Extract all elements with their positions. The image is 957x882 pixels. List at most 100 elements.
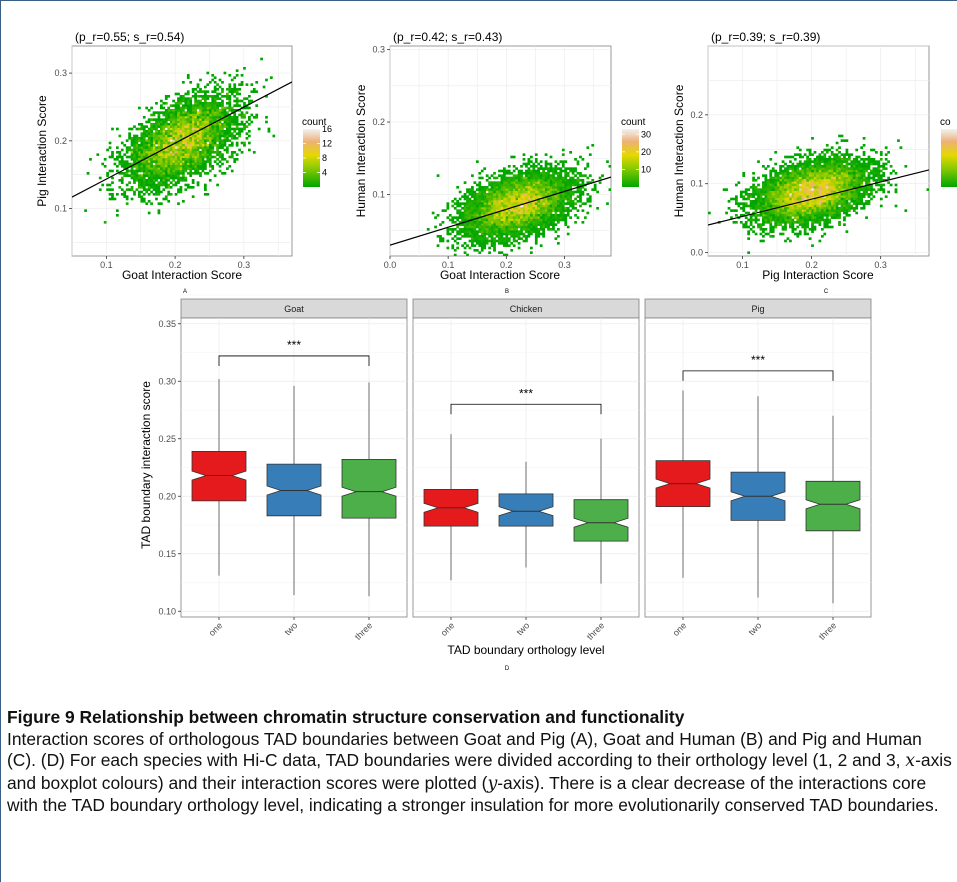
hex-bin [808, 181, 812, 184]
hex-bin [512, 207, 516, 210]
hex-bin [142, 153, 146, 156]
hex-bin [191, 146, 195, 149]
hex-bin [759, 200, 763, 203]
hex-bin [147, 211, 151, 215]
hex-bin [500, 179, 504, 182]
hex-bin [566, 209, 570, 212]
hex-bin [211, 95, 215, 98]
hex-bin [196, 95, 200, 98]
hex-bin [184, 179, 188, 182]
hex-bin [786, 179, 790, 182]
hex-bin [235, 92, 239, 96]
hex-bin [191, 90, 195, 93]
hex-bin [857, 176, 861, 180]
hex-bin [522, 179, 526, 182]
hex-bin [500, 183, 504, 187]
hex-bin [801, 223, 805, 226]
hex-bin [500, 216, 504, 219]
hex-bin [162, 151, 166, 154]
hex-bin [108, 169, 112, 173]
hex-bin [874, 169, 878, 173]
hex-bin [145, 162, 149, 166]
hex-bin [505, 239, 509, 243]
hex-bin [204, 132, 207, 135]
hex-bin [189, 165, 193, 168]
hex-bin [194, 146, 197, 149]
hex-bin [860, 167, 863, 170]
hex-bin [466, 216, 469, 219]
hex-bin [796, 204, 800, 208]
hex-bin [520, 188, 523, 191]
hex-bin [847, 176, 851, 180]
hex-bin [769, 158, 773, 161]
hex-bin [471, 214, 474, 217]
hex-bin [140, 181, 144, 184]
hex-bin [539, 188, 543, 191]
caption-title: Figure 9 Relationship between chromatin … [7, 707, 685, 727]
hex-bin [566, 202, 570, 205]
hex-bin [208, 137, 212, 140]
hex-bin [813, 172, 817, 175]
hex-bin [204, 104, 207, 107]
hex-bin [248, 116, 251, 119]
hex-bin [818, 176, 822, 180]
hex-bin [759, 204, 763, 208]
hex-bin [843, 204, 846, 208]
hex-bin [527, 225, 531, 229]
hex-bin [456, 202, 460, 205]
hex-bin [835, 155, 839, 159]
hex-bin [116, 209, 119, 212]
hex-bin [194, 144, 197, 147]
hex-bin [525, 200, 528, 203]
hex-bin [579, 188, 582, 191]
hex-bin [125, 169, 129, 173]
hex-bin [556, 218, 560, 222]
hex-bin [872, 176, 876, 180]
hex-bin [196, 162, 200, 166]
hex-bin [549, 221, 553, 224]
hex-bin [226, 88, 229, 91]
hex-bin [213, 174, 217, 177]
hex-bin [529, 251, 533, 254]
hex-bin [571, 172, 575, 175]
hex-bin [793, 165, 797, 168]
hex-bin [554, 167, 558, 170]
hex-bin [228, 118, 232, 121]
hex-bin [252, 116, 256, 119]
hex-bin [194, 141, 197, 145]
hex-bin [779, 183, 782, 187]
hex-bin [471, 188, 474, 191]
hex-bin [588, 195, 592, 198]
hex-bin [867, 160, 871, 163]
hex-bin [520, 195, 523, 198]
hex-bin [451, 230, 455, 233]
hex-bin [510, 155, 514, 159]
hex-bin [495, 207, 499, 210]
hex-bin [860, 169, 863, 173]
hex-bin [566, 211, 570, 215]
hex-bin [483, 244, 487, 247]
hex-bin [191, 165, 195, 168]
hex-bin [798, 195, 802, 198]
hex-bin [475, 223, 479, 226]
hex-bin [194, 92, 197, 96]
hex-bin [833, 211, 836, 215]
hex-bin [806, 183, 809, 187]
hex-bin [771, 169, 775, 173]
hex-bin [201, 137, 205, 140]
hex-bin [164, 197, 168, 201]
hex-bin [461, 207, 464, 210]
hex-bin [791, 230, 795, 233]
hex-bin [879, 186, 883, 189]
hex-bin [162, 160, 166, 163]
hex-bin [201, 130, 205, 133]
panel-a-y-label: Pig Interaction Score [35, 95, 49, 207]
hex-bin [759, 207, 763, 210]
hex-bin [453, 253, 457, 256]
hex-bin [843, 188, 846, 191]
hex-bin [512, 176, 516, 180]
hex-bin [196, 83, 200, 86]
hex-bin [793, 216, 797, 219]
hex-bin [838, 195, 841, 198]
hex-bin [784, 174, 787, 177]
